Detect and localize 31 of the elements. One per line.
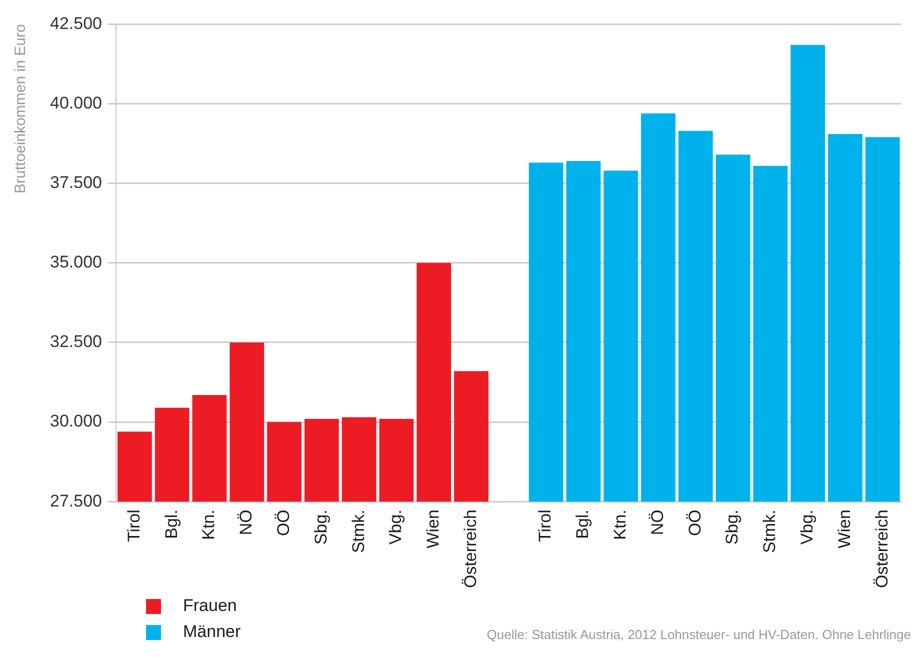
x-tick-label: Ktn. [610,510,630,540]
x-tick-label: Bgl. [573,510,592,539]
y-tick-label: 42.500 [50,14,102,33]
source-note: Quelle: Statistik Austria, 2012 Lohnsteuer- und HV-Daten. Ohne Lehrlinge [486,627,911,642]
x-tick-label: OÖ [685,510,704,536]
x-tick-label: Vbg. [797,510,816,545]
y-tick-label: 27.500 [50,491,102,510]
x-tick-label: Österreich [460,510,480,588]
x-tick-label: Tirol [536,510,555,542]
x-tick-label: Stmk. [348,510,368,554]
x-tick-label: Stmk. [760,510,780,554]
x-tick-label: Vbg. [386,510,406,545]
x-tick-label: Sbg. [311,510,330,545]
x-tick-label: Österreich [872,510,892,588]
y-tick-label: 37.500 [50,173,102,192]
x-tick-label: Wien [834,510,854,548]
legend-label: Männer [183,622,241,642]
legend-label: Frauen [183,596,237,616]
y-tick-label: 30.000 [50,412,102,431]
x-tick-label: Sbg. [722,510,742,545]
x-tick-label: NÖ [648,510,667,536]
y-axis-title: Bruttoeinkommen in Euro [12,24,30,194]
y-tick-label: 32.500 [50,332,102,352]
x-tick-label: NÖ [236,510,256,536]
y-tick-label: 40.000 [50,93,102,112]
x-tick-label: Ktn. [199,510,218,540]
x-tick-label: Bgl. [162,510,181,539]
y-tick-label: 35.000 [50,252,102,272]
x-tick-label: Tirol [124,510,144,542]
x-tick-label: Wien [424,510,443,548]
x-tick-label: OÖ [274,510,293,536]
